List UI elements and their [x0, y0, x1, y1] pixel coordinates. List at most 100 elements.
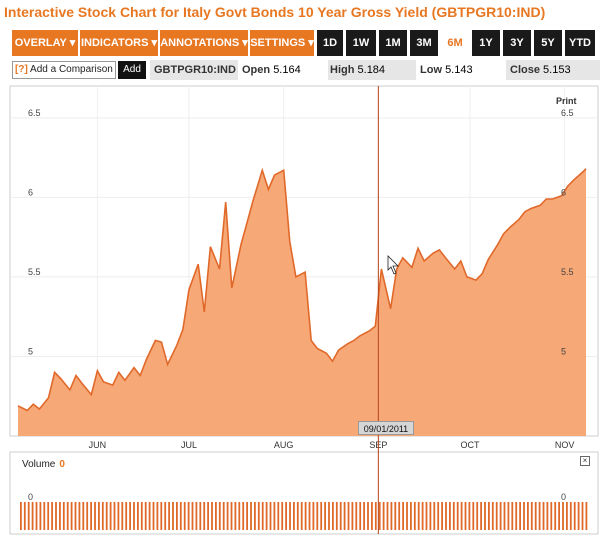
add-comparison-placeholder: Add a Comparison	[30, 64, 113, 75]
volume-bar	[39, 502, 42, 530]
volume-bar	[394, 502, 397, 530]
y-tick-right-0: 6.5	[561, 108, 574, 118]
volume-bar	[441, 502, 443, 530]
volume-bar	[289, 502, 291, 530]
volume-bar	[452, 502, 455, 530]
volume-bar	[133, 502, 135, 530]
volume-bar	[43, 502, 46, 530]
volume-bar	[417, 502, 420, 530]
high-value: High 5.184	[328, 60, 416, 80]
range-3m-button[interactable]: 3M	[410, 30, 438, 56]
close-value: Close 5.153	[506, 60, 600, 80]
volume-bar	[121, 502, 124, 530]
volume-bar	[413, 502, 416, 530]
y-axis-ticks: 6.5 6.5 6 6 5.5 5.5 5 5	[28, 108, 574, 357]
volume-bar	[176, 502, 178, 530]
range-1y-button[interactable]: 1Y	[472, 30, 500, 56]
x-tick-nov: NOV	[555, 440, 575, 450]
settings-menu-button[interactable]: SETTINGS ▾	[250, 30, 314, 56]
open-value: Open 5.164	[242, 64, 301, 76]
volume-bar	[47, 502, 50, 530]
volume-bar	[238, 502, 241, 530]
volume-bar	[137, 502, 139, 530]
volume-bar	[390, 502, 393, 530]
range-1d-button[interactable]: 1D	[317, 30, 343, 56]
low-value: Low 5.143	[420, 64, 473, 76]
ticker-symbol: GBTPGR10:IND	[150, 60, 238, 80]
volume-bar	[507, 502, 510, 530]
volume-bar	[242, 502, 245, 530]
volume-bar	[129, 502, 131, 530]
volume-bar	[359, 502, 362, 530]
volume-bar	[335, 502, 338, 530]
volume-bar	[573, 502, 576, 530]
volume-bar	[308, 502, 311, 530]
price-line	[17, 167, 587, 412]
add-comparison-input[interactable]: [?] Add a Comparison	[12, 61, 116, 79]
volume-bar	[211, 502, 213, 530]
volume-bars	[20, 502, 588, 530]
annotations-menu-button[interactable]: ANNOTATIONS ▾	[160, 30, 248, 56]
volume-bar	[140, 502, 143, 530]
volume-bar	[82, 502, 85, 530]
range-3y-button[interactable]: 3Y	[503, 30, 531, 56]
volume-bar	[199, 502, 202, 530]
volume-bar	[148, 502, 151, 530]
volume-bar	[511, 502, 514, 530]
range-6m-button[interactable]: 6M	[441, 30, 469, 56]
volume-bar	[472, 502, 475, 530]
stock-chart[interactable]: 6.5 6.5 6 6 5.5 5.5 5 5 JUN JUL AUG SEP OCT NOV 0 0 …	[0, 84, 600, 548]
print-button[interactable]: Print	[556, 96, 577, 106]
volume-bar	[59, 502, 61, 530]
volume-bar	[273, 502, 276, 530]
volume-bar	[78, 502, 81, 530]
volume-bar	[433, 502, 436, 530]
mouse-cursor-icon	[387, 255, 399, 275]
volume-bar	[577, 502, 580, 530]
volume-bar	[86, 502, 89, 530]
volume-bar	[468, 502, 471, 530]
y-tick-left-0: 6.5	[28, 108, 41, 118]
add-comparison-button[interactable]: Add	[118, 61, 146, 79]
volume-bar	[538, 502, 541, 530]
volume-bar	[339, 502, 342, 530]
volume-bar	[296, 502, 299, 530]
volume-bar	[562, 502, 564, 530]
volume-bar	[328, 502, 330, 530]
range-1w-button[interactable]: 1W	[346, 30, 376, 56]
close-volume-panel-icon[interactable]: ×	[580, 456, 590, 466]
help-icon[interactable]: [?]	[15, 64, 28, 75]
volume-label: Volume 0	[22, 459, 65, 470]
volume-bar	[402, 502, 404, 530]
volume-bar	[515, 502, 518, 530]
volume-bar	[300, 502, 303, 530]
y-tick-right-3: 5	[561, 346, 566, 356]
volume-bar	[464, 502, 467, 530]
quote-info-bar: [?] Add a Comparison Add GBTPGR10:IND Op…	[12, 60, 600, 80]
volume-bar	[183, 502, 186, 530]
range-5y-button[interactable]: 5Y	[534, 30, 562, 56]
volume-bar	[257, 502, 260, 530]
volume-bar	[320, 502, 323, 530]
chart-canvas[interactable]: 6.5 6.56 65.5 5.55 5 JUN JUL AUG SEP OCT NOV 0 0	[0, 84, 600, 548]
volume-bar	[98, 502, 100, 530]
volume-bar	[269, 502, 272, 530]
volume-bar	[234, 502, 237, 530]
indicators-menu-button[interactable]: INDICATORS ▾	[80, 30, 158, 56]
volume-bar	[27, 502, 30, 530]
volume-bar	[491, 502, 494, 530]
range-1m-button[interactable]: 1M	[379, 30, 407, 56]
volume-bar	[406, 502, 408, 530]
volume-value: 0	[59, 459, 65, 470]
volume-bar	[94, 502, 96, 530]
volume-bar	[569, 502, 572, 530]
volume-bar	[304, 502, 307, 530]
y-tick-right-2: 5.5	[561, 267, 574, 277]
volume-bar	[261, 502, 264, 530]
overlay-menu-button[interactable]: OVERLAY ▾	[12, 30, 78, 56]
volume-bar	[488, 502, 490, 530]
range-ytd-button[interactable]: YTD	[565, 30, 595, 56]
volume-bar	[445, 502, 447, 530]
volume-bar	[250, 502, 252, 530]
volume-bar	[152, 502, 155, 530]
